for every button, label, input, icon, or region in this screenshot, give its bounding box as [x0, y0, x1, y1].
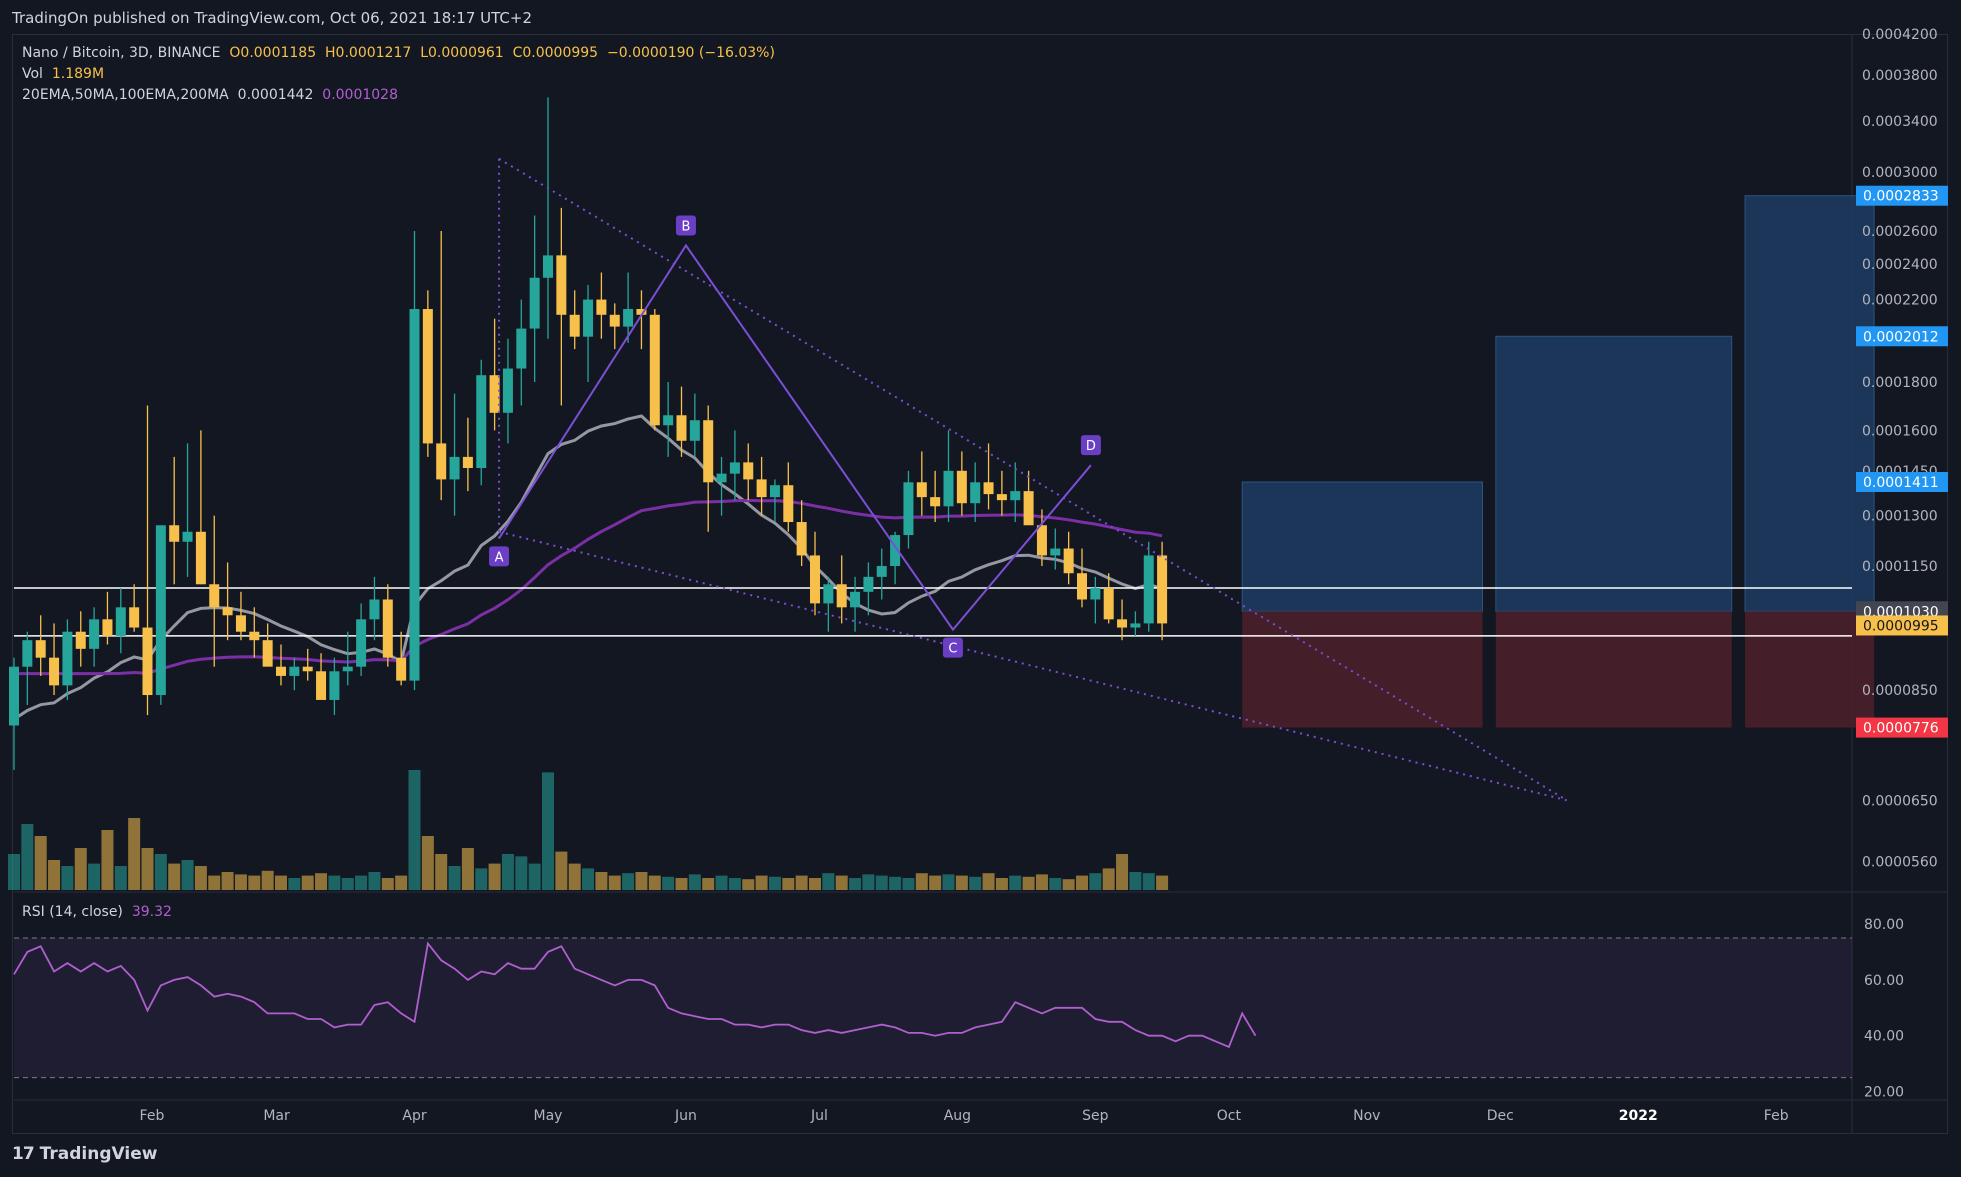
publish-info: TradingOn published on TradingView.com, …	[12, 9, 532, 27]
volume-label[interactable]: Vol	[22, 66, 43, 82]
symbol-name[interactable]: Nano / Bitcoin, 3D, BINANCE	[22, 45, 221, 61]
rsi-label[interactable]: RSI (14, close)	[22, 904, 123, 920]
brand-name: TradingView	[39, 1144, 158, 1164]
symbol-legend: Nano / Bitcoin, 3D, BINANCE O0.0001185 H…	[22, 45, 775, 61]
tradingview-logo-icon: 17	[12, 1144, 35, 1164]
publish-header: TradingOn published on TradingView.com, …	[0, 0, 1961, 34]
ma-legend: 20EMA,50MA,100EMA,200MA 0.0001442 0.0001…	[22, 87, 398, 103]
ma-label[interactable]: 20EMA,50MA,100EMA,200MA	[22, 87, 229, 103]
footer-brand[interactable]: 17 TradingView	[12, 1144, 157, 1164]
ohlc-high: H0.0001217	[325, 45, 412, 61]
volume-legend: Vol 1.189M	[22, 66, 104, 82]
ohlc-open: O0.0001185	[229, 45, 317, 61]
ma-value-gray: 0.0001442	[237, 87, 314, 103]
ohlc-close: C0.0000995	[512, 45, 599, 61]
ma-value-purple: 0.0001028	[322, 87, 398, 103]
volume-value: 1.189M	[51, 66, 105, 82]
rsi-legend: RSI (14, close) 39.32	[22, 904, 172, 920]
rsi-value: 39.32	[131, 904, 172, 920]
ohlc-change: −0.0000190 (−16.03%)	[607, 45, 775, 61]
chart-frame	[12, 34, 1948, 1134]
ohlc-low: L0.0000961	[420, 45, 504, 61]
